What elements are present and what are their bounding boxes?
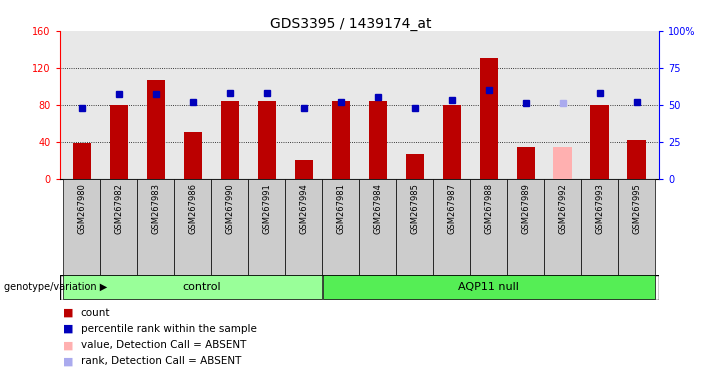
Bar <box>359 179 396 275</box>
Text: GSM267988: GSM267988 <box>484 184 494 234</box>
Bar <box>175 179 211 275</box>
Text: genotype/variation ▶: genotype/variation ▶ <box>4 282 107 292</box>
Bar <box>508 179 544 275</box>
Text: count: count <box>81 308 110 318</box>
Text: GSM267985: GSM267985 <box>410 184 419 234</box>
Bar <box>405 154 424 179</box>
Text: GSM267987: GSM267987 <box>447 184 456 234</box>
Bar <box>517 147 535 179</box>
Text: GDS3395 / 1439174_at: GDS3395 / 1439174_at <box>270 17 431 31</box>
Bar <box>581 179 618 275</box>
Text: value, Detection Call = ABSENT: value, Detection Call = ABSENT <box>81 340 246 350</box>
Bar <box>137 179 175 275</box>
Text: ■: ■ <box>63 308 74 318</box>
Text: GSM267983: GSM267983 <box>151 184 161 234</box>
Bar <box>332 101 350 179</box>
Bar <box>109 105 128 179</box>
Text: ■: ■ <box>63 340 74 350</box>
Bar <box>369 101 387 179</box>
Bar <box>470 179 508 275</box>
Text: GSM267992: GSM267992 <box>558 184 567 234</box>
Bar <box>184 132 202 179</box>
Text: GSM267980: GSM267980 <box>77 184 86 234</box>
Text: control: control <box>183 282 222 292</box>
Text: rank, Detection Call = ABSENT: rank, Detection Call = ABSENT <box>81 356 241 366</box>
Text: GSM267981: GSM267981 <box>336 184 346 234</box>
Bar <box>100 179 137 275</box>
Bar <box>433 179 470 275</box>
Bar <box>211 179 248 275</box>
Text: GSM267989: GSM267989 <box>522 184 530 234</box>
Bar <box>147 80 165 179</box>
Bar <box>323 275 655 299</box>
Bar <box>63 179 100 275</box>
Bar <box>285 179 322 275</box>
Text: GSM267993: GSM267993 <box>595 184 604 234</box>
Text: GSM267991: GSM267991 <box>262 184 271 234</box>
Bar <box>618 179 655 275</box>
Bar <box>63 275 322 299</box>
Bar <box>221 101 239 179</box>
Text: GSM267994: GSM267994 <box>299 184 308 234</box>
Text: GSM267995: GSM267995 <box>632 184 641 234</box>
Bar <box>554 147 572 179</box>
Bar <box>627 140 646 179</box>
Bar <box>72 144 91 179</box>
Bar <box>322 179 359 275</box>
Text: ■: ■ <box>63 324 74 334</box>
Bar <box>248 179 285 275</box>
Bar <box>544 179 581 275</box>
Bar <box>396 179 433 275</box>
Text: AQP11 null: AQP11 null <box>458 282 519 292</box>
Bar <box>479 58 498 179</box>
Text: GSM267986: GSM267986 <box>189 184 197 234</box>
Text: percentile rank within the sample: percentile rank within the sample <box>81 324 257 334</box>
Bar <box>257 101 276 179</box>
Bar <box>590 105 609 179</box>
Text: GSM267990: GSM267990 <box>225 184 234 234</box>
Text: GSM267984: GSM267984 <box>373 184 382 234</box>
Bar <box>442 105 461 179</box>
Bar <box>294 160 313 179</box>
Text: GSM267982: GSM267982 <box>114 184 123 234</box>
Text: ■: ■ <box>63 356 74 366</box>
